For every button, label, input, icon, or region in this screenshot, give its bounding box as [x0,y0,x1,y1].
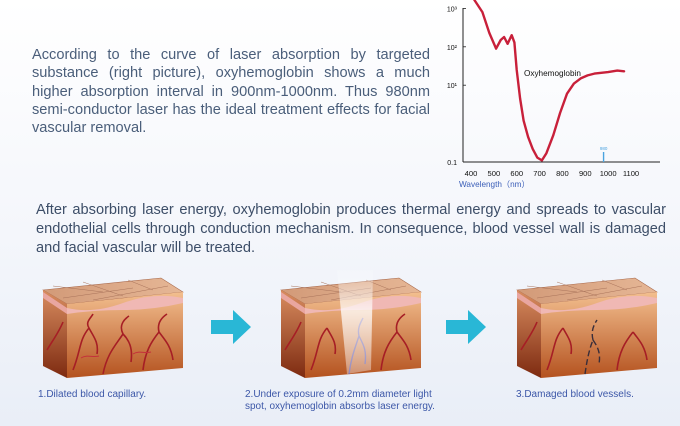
chart-axes [462,8,660,163]
arrow-right-icon [211,310,251,344]
x-tick-label: 400 [465,169,478,178]
damaged-vessel [584,319,601,375]
x-tick-label: 1000 [600,169,617,178]
step-2-caption: 2.Under exposure of 0.2mm diameter light… [245,389,495,412]
x-axis-title: Wavelength（nm） [459,180,530,189]
skin-panel-2 [280,270,422,378]
x-tick-label: 800 [556,169,569,178]
y-tick-label: 10¹ [447,83,458,90]
step-3-caption: 3.Damaged blood vessels. [516,389,634,400]
step-1-caption: 1.Dilated blood capillary. [38,389,147,400]
arrow-right-icon-shape [211,310,251,344]
x-tick-label: 700 [533,169,546,178]
series-label-oxyhemoglobin: Oxyhemoglobin [524,69,581,78]
x-tick-label: 900 [579,169,592,178]
oxyhemoglobin-curve [473,0,626,162]
arrow-right-icon [446,310,486,344]
blood-vessel [284,313,412,371]
y-tick-label: 10³ [447,6,458,13]
step-2-caption-line-1: 2.Under exposure of 0.2mm diameter light [245,389,432,400]
blood-vessel [520,321,648,371]
x-tick-label: 600 [510,169,523,178]
intro-paragraph: According to the curve of laser absorpti… [32,47,430,137]
laser-beam [337,270,373,374]
body-paragraph: After absorbing laser energy, oxyhemoglo… [36,202,666,256]
y-tick-label: 0.1 [447,160,457,167]
y-tick-label: 10² [447,45,458,52]
skin-panel-1 [42,277,184,378]
step-2-caption-line-2: spot, oxyhemoglobin absorbs laser energy… [245,400,435,412]
blood-vessel [46,313,174,375]
x-tick-label: 500 [488,169,501,178]
marker-980-label: 980 [600,146,608,151]
arrow-right-icon-shape [446,310,486,344]
skin-panel-3 [516,277,658,378]
x-tick-label: 1100 [623,169,639,178]
